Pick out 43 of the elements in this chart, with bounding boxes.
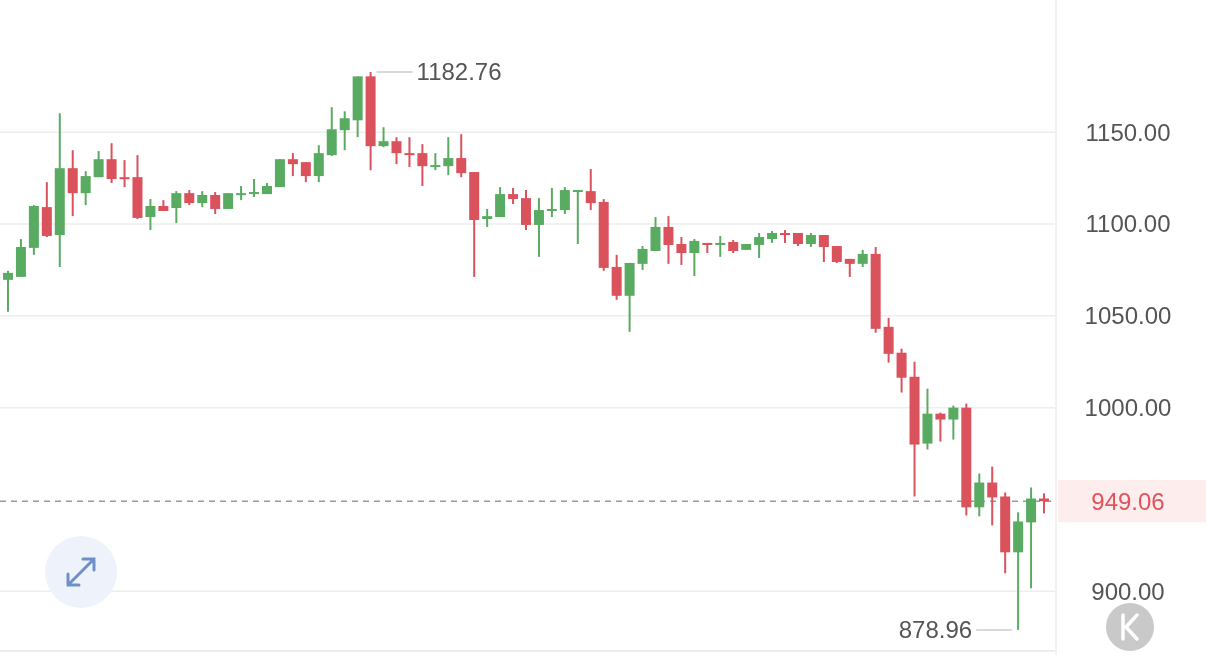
- candlestick: [559, 186, 570, 216]
- candlestick: [300, 161, 311, 184]
- y-tick-label: 1150.00: [1085, 118, 1171, 146]
- y-tick-label: 900.00: [1091, 577, 1165, 605]
- candlestick: [313, 144, 324, 184]
- candlestick: [818, 234, 829, 264]
- candlestick: [106, 142, 117, 185]
- candlestick: [935, 411, 946, 443]
- annotation: 878.96: [898, 616, 973, 644]
- candlestick: [145, 198, 156, 232]
- candlestick: [987, 465, 998, 527]
- candlestick: [572, 189, 583, 246]
- candlestick: [417, 143, 428, 187]
- ref-line-label: 949.06: [1091, 487, 1165, 515]
- candlestick: [287, 152, 298, 178]
- candlestick: [443, 136, 454, 177]
- candlestick: [93, 150, 104, 179]
- y-tick-label: 1000.00: [1084, 394, 1172, 422]
- candlestick: [676, 236, 687, 266]
- candlestick: [404, 136, 415, 169]
- candlestick: [1026, 486, 1037, 590]
- candlestick: [171, 190, 182, 225]
- candlestick: [2, 269, 13, 313]
- candlestick: [533, 197, 544, 258]
- candlestick: [754, 232, 765, 259]
- y-tick-label: 1050.00: [1084, 302, 1172, 330]
- annotation: 1182.76: [416, 58, 502, 86]
- candlestick: [210, 191, 221, 216]
- candlestick: [378, 126, 389, 149]
- candlestick: [663, 215, 674, 265]
- candlestick: [456, 133, 467, 179]
- candlestick: [689, 238, 700, 277]
- candlestick: [119, 159, 130, 189]
- y-tick-label: 1100.00: [1085, 210, 1171, 238]
- candlestick: [391, 136, 402, 166]
- candlestick: [495, 186, 506, 219]
- candlestick: [637, 245, 648, 271]
- candlestick: [339, 110, 350, 152]
- candlestick: [80, 170, 91, 207]
- candlestick: [585, 168, 596, 212]
- candlestick: [715, 234, 726, 258]
- candlestick: [546, 187, 557, 219]
- candlestick: [948, 404, 959, 441]
